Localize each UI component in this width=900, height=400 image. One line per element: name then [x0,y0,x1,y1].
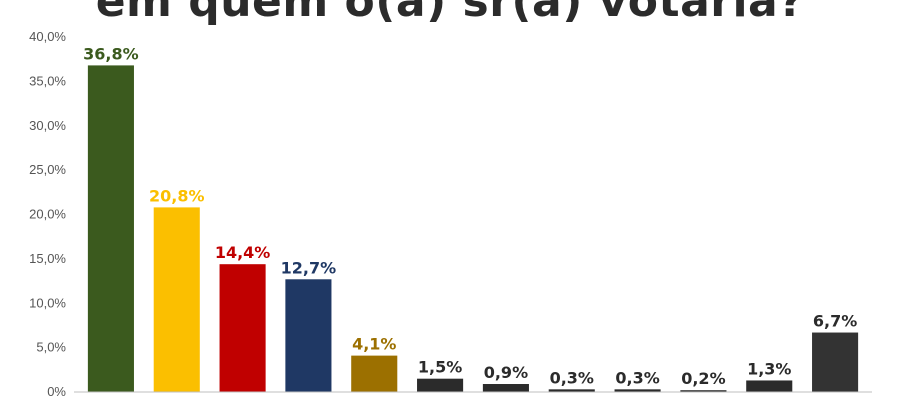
data-label: 0,2% [681,369,725,388]
y-tick-label: 15,0% [29,251,66,266]
data-label: 14,4% [215,243,271,262]
data-labels: 36,8% 20,8% 14,4% 12,7% 4,1% 1,5% 0,9% 0,3% 0,3%… [83,44,857,388]
data-label: 6,7% [813,312,857,331]
data-label: 1,3% [747,359,791,378]
bar [680,390,727,392]
y-tick-label: 5,0% [36,340,66,355]
y-tick-label: 40,0% [29,29,66,44]
data-label: 12,7% [281,258,337,277]
data-label: 20,8% [149,186,205,205]
bar [548,389,595,392]
data-label: 0,3% [615,368,659,387]
y-tick-label: 30,0% [29,118,66,133]
bar [153,207,200,392]
bar [351,355,398,392]
data-label: 36,8% [83,44,139,63]
data-label: 0,9% [484,363,528,382]
bar [746,380,793,392]
bar [285,279,332,392]
bar [219,264,266,392]
bars [87,65,859,393]
bar [482,384,529,392]
data-label: 1,5% [418,358,462,377]
y-axis: 0% 5,0% 10,0% 15,0% 20,0% 25,0% 30,0% 35,0% 40,0… [29,29,66,399]
data-label: 4,1% [352,335,396,354]
y-tick-label: 35,0% [29,73,66,88]
chart-title: em quem o(a) sr(a) votaria? [95,0,805,27]
y-tick-label: 10,0% [29,295,66,310]
bar [417,378,464,392]
bar [614,389,661,392]
y-tick-label: 20,0% [29,207,66,222]
bar [812,332,859,392]
y-tick-label: 0% [47,384,66,399]
y-tick-label: 25,0% [29,162,66,177]
data-label: 0,3% [550,368,594,387]
bar [87,65,134,393]
